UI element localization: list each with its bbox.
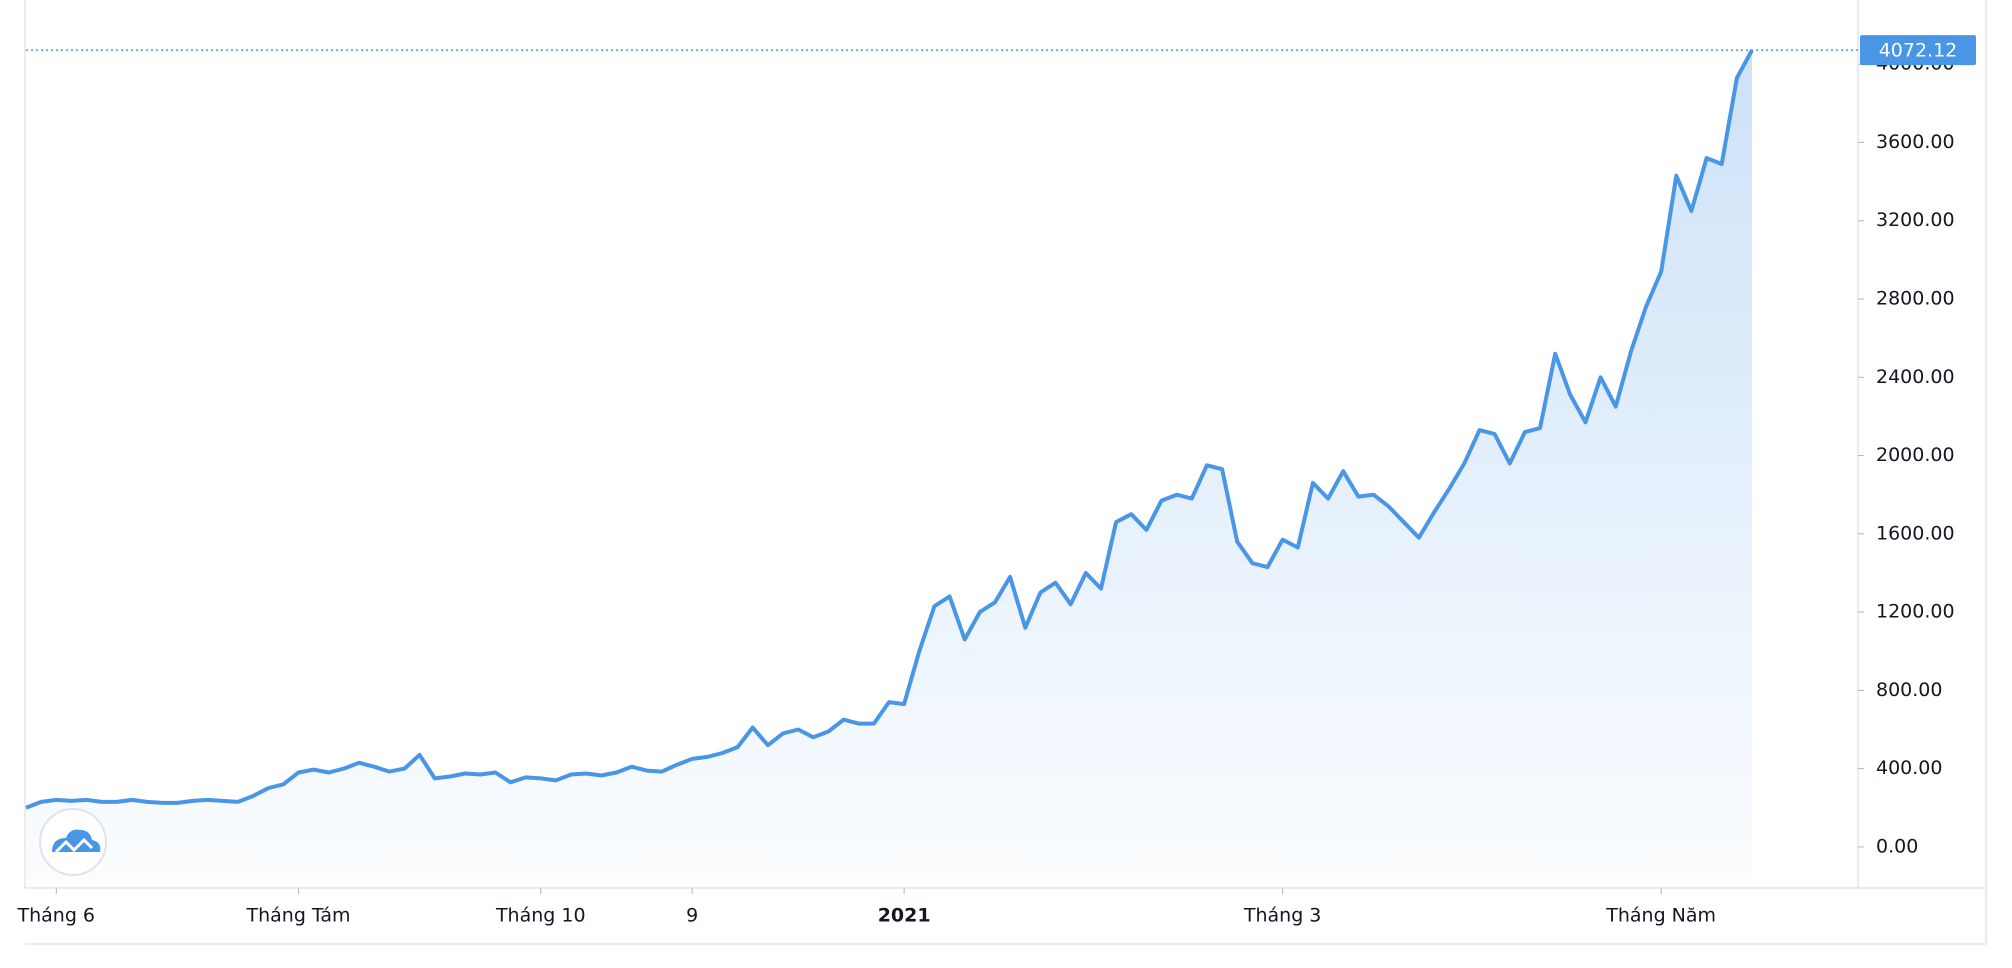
last-price-label: 4072.12 (1879, 40, 1958, 62)
x-tick-label: Tháng Năm (1605, 905, 1716, 927)
y-tick-label: 400.00 (1876, 757, 1942, 779)
y-tick-label: 2400.00 (1876, 366, 1955, 388)
y-tick-label: 3600.00 (1876, 131, 1955, 153)
x-tick-label: Tháng 10 (495, 905, 586, 927)
y-tick-label: 3200.00 (1876, 209, 1955, 231)
area-fill (26, 50, 1752, 889)
y-tick-label: 800.00 (1876, 679, 1942, 701)
x-tick-label: 2021 (878, 905, 931, 927)
y-tick-label: 1600.00 (1876, 522, 1955, 544)
x-tick-label: Tháng Tám (246, 905, 351, 927)
price-line (25, 49, 1754, 810)
y-tick-label: 1200.00 (1876, 601, 1955, 623)
y-tick-label: 0.00 (1876, 835, 1918, 857)
plot (25, 49, 1754, 889)
x-tick-label: Tháng 6 (17, 905, 96, 927)
logo[interactable] (39, 808, 107, 876)
last-price-tag (1860, 35, 1976, 66)
x-tick-label: Tháng 3 (1243, 905, 1322, 927)
y-tick-label: 2800.00 (1876, 288, 1955, 310)
x-tick-label: 9 (686, 905, 698, 927)
y-tick-label: 2000.00 (1876, 444, 1955, 466)
